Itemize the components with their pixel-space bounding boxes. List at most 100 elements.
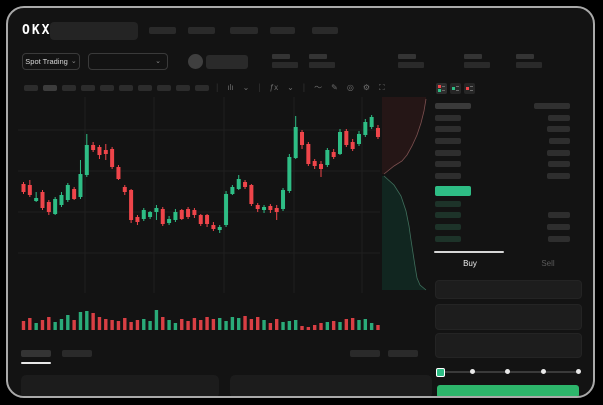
market-stat [516, 54, 546, 70]
camera-icon[interactable]: ◎ [346, 82, 354, 92]
pair-dropdown[interactable]: ⌄ [88, 53, 168, 70]
indicators-icon[interactable]: ƒx [269, 82, 279, 92]
volume-bar [154, 310, 159, 330]
slider-stop[interactable] [576, 369, 581, 374]
candle [84, 134, 89, 177]
chevron-down-icon[interactable]: ⌄ [287, 82, 294, 92]
ask-price-bar [435, 126, 461, 132]
timeframe-button[interactable] [195, 84, 209, 91]
ask-price-bar [435, 138, 461, 144]
candle [211, 222, 216, 231]
volume-bar [306, 327, 311, 330]
candle [356, 131, 361, 146]
ask-amount-bar [547, 173, 570, 179]
order-book-ask-row[interactable] [432, 138, 582, 145]
timeframe-button[interactable] [24, 84, 38, 91]
order-form-input[interactable] [435, 304, 582, 330]
order-book-bid-row[interactable] [432, 224, 582, 231]
volume-bar [211, 319, 216, 330]
line-type-icon[interactable]: 〜 [314, 82, 323, 92]
search-input[interactable] [50, 22, 138, 40]
order-book-panel: Buy Sell [432, 77, 588, 396]
volume-bar [104, 319, 108, 330]
nav-item[interactable] [230, 27, 258, 34]
timeframe-button[interactable] [157, 84, 171, 91]
pair-action-button[interactable] [206, 55, 248, 69]
market-type-dropdown[interactable]: Spot Trading ⌄ [22, 53, 80, 70]
tab-buy[interactable]: Buy [463, 259, 477, 268]
market-type-label: Spot Trading [25, 57, 68, 66]
volume-bar [161, 317, 165, 330]
candle [78, 160, 83, 199]
volume-bar [180, 319, 184, 330]
volume-bar [91, 313, 95, 330]
timeframe-button[interactable] [62, 84, 76, 91]
nav-item[interactable] [312, 27, 338, 34]
bottom-tab[interactable] [21, 350, 51, 357]
volume-bar [243, 316, 247, 330]
volume-bar [363, 319, 368, 330]
candle-style-icon[interactable]: ılı [227, 82, 234, 92]
bottom-tab[interactable] [62, 350, 92, 357]
last-price-bar[interactable] [435, 186, 471, 196]
book-combined-icon[interactable] [436, 83, 447, 94]
order-book-ask-row[interactable] [432, 161, 582, 168]
order-book-bid-row[interactable] [432, 201, 582, 208]
timeframe-button[interactable] [176, 84, 190, 91]
volume-bar [28, 318, 32, 330]
timeframe-button[interactable] [43, 84, 57, 91]
candle [91, 142, 96, 152]
timeframe-button[interactable] [81, 84, 95, 91]
okx-logo[interactable]: OKX [22, 23, 52, 38]
nav-item[interactable] [188, 27, 215, 34]
depth-chart [382, 97, 430, 291]
volume-bar [357, 320, 361, 330]
bid-price-bar [435, 224, 461, 230]
slider-handle[interactable] [436, 368, 445, 377]
volume-bar [167, 320, 171, 330]
candle [186, 207, 191, 219]
market-stat [464, 54, 494, 70]
candle [262, 205, 267, 213]
book-asks-icon[interactable] [464, 83, 475, 94]
volume-bar [287, 321, 292, 330]
tab-sell[interactable]: Sell [541, 259, 555, 268]
ask-amount-bar [548, 161, 570, 167]
settings-icon[interactable]: ⚙ [362, 82, 370, 92]
order-form-input[interactable] [435, 333, 582, 358]
divider: | [258, 82, 261, 92]
order-book-ask-row[interactable] [432, 173, 582, 180]
candle [350, 139, 355, 151]
candle [59, 192, 64, 207]
timeframe-button[interactable] [100, 84, 114, 91]
volume-bar [72, 320, 76, 330]
nav-item[interactable] [149, 27, 176, 34]
order-book-bid-row[interactable] [432, 236, 582, 243]
draw-icon[interactable]: ✎ [331, 82, 338, 92]
icon-line [470, 90, 473, 91]
order-book-bid-row[interactable] [432, 212, 582, 219]
candle [53, 197, 58, 215]
fullscreen-icon[interactable]: ⛶ [378, 82, 385, 92]
candlestick-chart[interactable] [18, 97, 380, 295]
order-book-ask-row[interactable] [432, 126, 582, 133]
order-book-ask-row[interactable] [432, 115, 582, 122]
chevron-down-icon: ⌄ [70, 58, 77, 65]
order-form-input[interactable] [435, 280, 582, 299]
slider-stop[interactable] [541, 369, 546, 374]
buy-submit-button[interactable] [437, 385, 579, 396]
bottom-action-button[interactable] [350, 350, 380, 357]
book-bids-icon[interactable] [450, 83, 461, 94]
stat-label-bar [309, 54, 327, 59]
slider-stop[interactable] [505, 369, 510, 374]
chevron-down-icon[interactable]: ⌄ [242, 82, 250, 92]
bottom-action-button[interactable] [388, 350, 418, 357]
nav-item[interactable] [270, 27, 295, 34]
candle [331, 149, 336, 159]
slider-stop[interactable] [470, 369, 475, 374]
timeframe-button[interactable] [119, 84, 133, 91]
volume-bar [135, 320, 140, 330]
icon-line [442, 90, 445, 91]
timeframe-button[interactable] [138, 84, 152, 91]
order-book-ask-row[interactable] [432, 150, 582, 157]
